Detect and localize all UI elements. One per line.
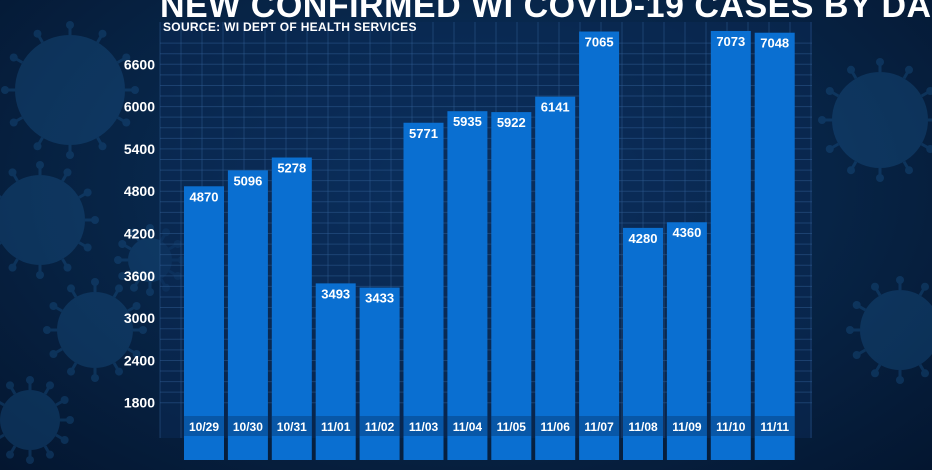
x-label-strip	[227, 416, 268, 436]
x-label-strip	[184, 416, 224, 436]
x-tick-label: 11/08	[628, 420, 658, 434]
x-label-strip	[315, 416, 356, 436]
virus-decoration	[0, 161, 99, 279]
x-tick-label: 11/02	[365, 420, 395, 434]
bar-value-label: 7048	[760, 36, 789, 51]
virus-decoration	[43, 278, 147, 382]
bar	[184, 186, 224, 461]
bar	[403, 122, 444, 461]
x-tick-label: 11/09	[672, 420, 702, 434]
x-label-strip	[359, 416, 400, 436]
bar	[623, 227, 663, 460]
x-label-strip	[271, 416, 312, 436]
x-tick-label: 11/07	[584, 420, 614, 434]
virus-decoration	[846, 276, 932, 384]
bar	[227, 170, 268, 460]
x-tick-label: 11/05	[497, 420, 527, 434]
bar-value-label: 4360	[672, 225, 701, 240]
x-label-strip	[535, 416, 576, 436]
bar	[666, 222, 707, 460]
bar	[535, 96, 576, 461]
bar	[710, 30, 751, 460]
bar-value-label: 3433	[365, 291, 394, 306]
x-tick-label: 11/03	[409, 420, 439, 434]
x-tick-label: 11/10	[716, 420, 746, 434]
x-tick-label: 11/06	[541, 420, 571, 434]
bar	[359, 287, 400, 460]
x-tick-label: 10/30	[233, 420, 263, 434]
bar-value-label: 3493	[321, 286, 350, 301]
bar-value-label: 5771	[409, 126, 438, 141]
bar	[491, 112, 532, 460]
x-tick-label: 11/01	[321, 420, 351, 434]
bars	[184, 30, 795, 461]
bar-value-label: 5278	[277, 161, 306, 176]
bar-value-label: 4280	[629, 231, 658, 246]
bar	[579, 31, 620, 460]
x-label-strip	[403, 416, 444, 436]
x-tick-label: 11/11	[760, 420, 789, 434]
x-tick-label: 11/04	[453, 420, 483, 434]
y-tick-label: 2400	[124, 352, 155, 368]
y-tick-label: 3000	[124, 310, 155, 326]
chart-source: SOURCE: WI DEPT OF HEALTH SERVICES	[163, 20, 417, 34]
x-label-strip	[754, 416, 795, 436]
bar	[447, 111, 488, 460]
x-label-strip	[447, 416, 488, 436]
x-label-strip	[491, 416, 532, 436]
y-tick-label: 6000	[124, 99, 155, 115]
y-tick-label: 4800	[124, 183, 155, 199]
y-axis-ticks: 1800 2400 3000 3600 4200 4800 5400 6000 6600	[124, 56, 155, 410]
virus-decoration	[818, 58, 932, 182]
bar-value-label: 6141	[541, 100, 570, 115]
y-tick-label: 5400	[124, 141, 155, 157]
bar-value-label: 4870	[190, 189, 219, 204]
y-tick-label: 4200	[124, 226, 155, 242]
y-tick-label: 3600	[124, 268, 155, 284]
virus-decoration	[1, 21, 139, 159]
x-tick-label: 10/29	[189, 420, 219, 434]
bar-value-label: 5935	[453, 114, 482, 129]
bar	[754, 32, 795, 461]
bar-value-label: 7073	[716, 34, 745, 49]
bar	[315, 283, 356, 460]
bar-value-label: 7065	[585, 35, 614, 50]
x-label-strip	[710, 416, 751, 436]
x-tick-label: 10/31	[277, 420, 307, 434]
x-axis-labels: 10/29 10/30 10/31 11/01 11/02 11/03 11/04 11/05…	[184, 416, 795, 436]
virus-decoration	[0, 376, 74, 464]
bar-value-labels: 4870 5096 5278 3493 3433 5771 5935 5922 6141 7065…	[190, 34, 790, 306]
y-tick-label: 1800	[124, 395, 155, 411]
chart-title: NEW CONFIRMED WI COVID-19 CASES BY DATE	[160, 0, 932, 25]
bar-value-label: 5096	[233, 173, 262, 188]
x-label-strip	[579, 416, 620, 436]
bar-value-label: 5922	[497, 115, 526, 130]
x-label-strip	[623, 416, 663, 436]
bar	[271, 157, 312, 461]
y-tick-label: 6600	[124, 56, 155, 72]
x-label-strip	[666, 416, 707, 436]
